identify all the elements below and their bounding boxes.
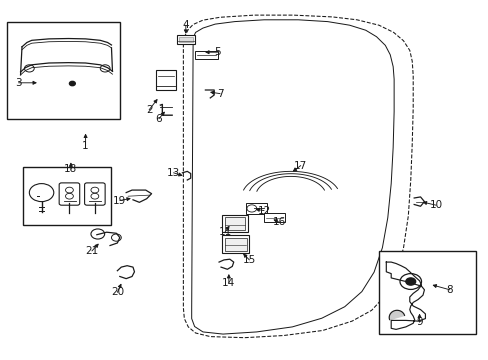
Bar [155,70,176,90]
FancyBboxPatch shape [59,183,80,205]
Bar [222,235,249,253]
Bar [194,51,218,59]
Circle shape [69,81,75,86]
Text: 3: 3 [15,78,22,88]
Text: 14: 14 [222,278,235,288]
Text: 4: 4 [182,20,189,30]
Text: 19: 19 [113,195,126,206]
Bar [177,35,194,44]
Bar [7,22,120,119]
Text: 20: 20 [111,287,123,297]
Text: 13: 13 [166,168,180,178]
Text: 2: 2 [145,105,152,115]
Text: 16: 16 [272,217,286,228]
Bar [224,238,246,251]
Text: 10: 10 [429,200,442,210]
Text: 18: 18 [64,164,78,174]
Text: 9: 9 [415,317,422,327]
Polygon shape [388,310,404,320]
Text: 1: 1 [82,141,89,151]
Bar [179,37,192,42]
FancyBboxPatch shape [84,183,105,205]
Bar [378,251,475,334]
Text: 8: 8 [446,285,452,295]
Text: 7: 7 [216,89,223,99]
Bar [264,213,284,222]
Text: 17: 17 [293,161,307,171]
Bar [222,215,247,232]
Text: 11: 11 [218,227,231,237]
Text: 15: 15 [242,255,256,265]
Text: 6: 6 [155,114,162,124]
Text: 12: 12 [257,206,270,216]
Circle shape [405,278,415,285]
Bar [246,203,266,214]
Bar [224,217,245,230]
Text: 5: 5 [214,47,221,57]
Text: 21: 21 [85,246,99,256]
Bar [23,167,110,225]
